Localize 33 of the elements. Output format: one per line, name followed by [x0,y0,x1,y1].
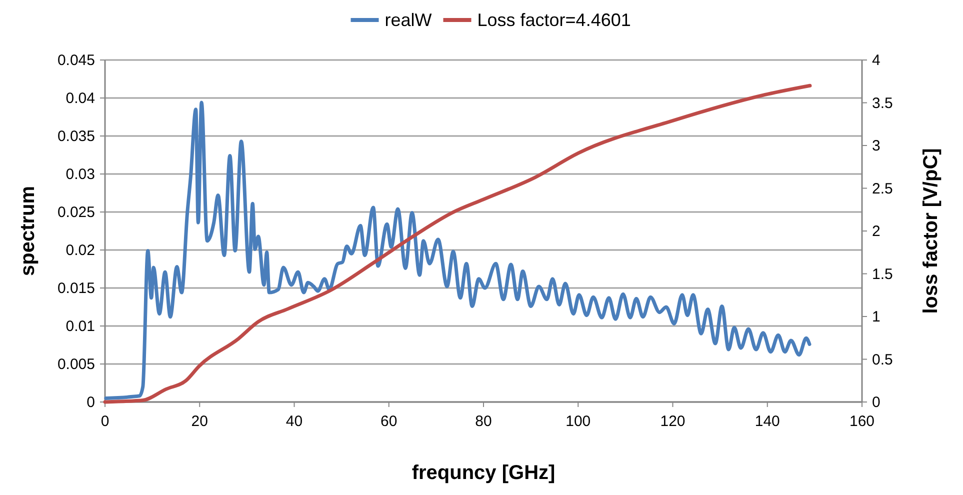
x-tick-label: 140 [754,413,780,430]
x-tick-label: 80 [475,413,492,430]
y2-tick-label: 1.5 [872,266,893,283]
y-tick-label: 0 [86,394,95,411]
legend-label: realW [384,10,432,30]
x-axis-title: frequncy [GHz] [412,462,556,484]
y2-tick-label: 0 [872,394,880,411]
x-tick-label: 160 [849,413,875,430]
y-tick-label: 0.02 [66,242,95,259]
x-tick-label: 20 [191,413,208,430]
y2-tick-label: 3 [872,138,880,154]
y-tick-label: 0.01 [66,318,95,335]
x-tick-label: 40 [286,413,303,430]
y-tick-label: 0.04 [66,90,95,107]
x-tick-label: 60 [380,413,398,430]
x-tick-label: 0 [100,413,110,430]
legend-label: Loss factor=4.4601 [477,10,631,30]
y-axis-title: spectrum [17,186,39,276]
y2-tick-label: 4 [872,52,880,69]
y2-tick-label: 1 [872,308,880,326]
y-tick-label: 0.035 [57,128,95,145]
y-tick-label: 0.045 [57,52,95,69]
y-tick-label: 0.015 [57,280,95,297]
y-tick-label: 0.005 [57,356,95,373]
x-tick-label: 120 [660,413,686,430]
y2-tick-label: 0.5 [872,351,893,368]
x-tick-label: 100 [566,413,591,430]
y2-tick-label: 3.5 [872,94,893,112]
y2-tick-label: 2 [872,223,880,240]
y-tick-label: 0.03 [66,166,95,183]
y-tick-label: 0.025 [57,204,95,221]
y2-axis-title: loss factor [V/pC] [920,148,942,314]
y2-tick-label: 2.5 [872,180,893,198]
